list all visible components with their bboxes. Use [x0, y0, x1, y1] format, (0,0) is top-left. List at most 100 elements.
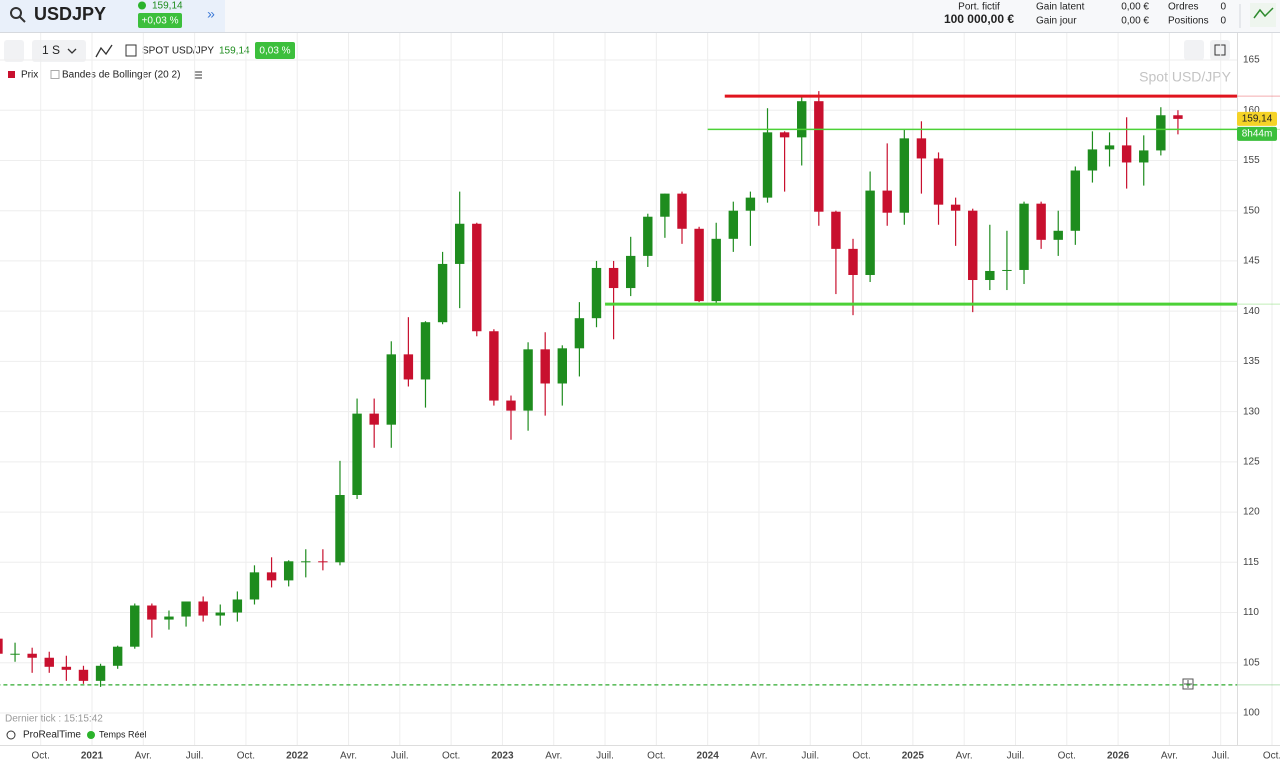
candle-body	[1121, 145, 1132, 163]
orders-value: 0	[1220, 2, 1226, 13]
period-select[interactable]	[32, 40, 86, 62]
y-tick-label: 125	[1243, 456, 1260, 467]
legend-swatch	[8, 71, 15, 78]
candle-body	[899, 138, 910, 213]
candle-body	[1053, 230, 1063, 240]
list-icon[interactable]	[194, 71, 202, 79]
portfolio-value: 100 000,00 €	[944, 12, 1014, 26]
timer-tag	[1237, 126, 1277, 141]
y-tick-label: 145	[1243, 256, 1260, 267]
axes: 1001051101151201251301351401451501551601…	[32, 55, 1280, 762]
candle-body	[147, 605, 157, 620]
candle-body	[711, 238, 721, 302]
maximize-button[interactable]	[1210, 40, 1230, 60]
candle-body	[985, 270, 995, 281]
candle-body	[1156, 115, 1166, 151]
search-icon[interactable]	[10, 7, 22, 19]
toolbar-price: 159,14	[219, 46, 250, 57]
y-tick-label: 140	[1243, 306, 1260, 317]
candle-body	[916, 138, 927, 159]
drag-handle[interactable]	[4, 40, 24, 62]
candle-body	[10, 653, 20, 655]
orders-label: Ordres	[1168, 2, 1199, 13]
x-tick-label: 2021	[81, 751, 104, 762]
legend-checkbox[interactable]	[50, 70, 60, 79]
candle-body	[728, 210, 739, 239]
symbol: USDJPY	[34, 4, 106, 24]
change: +0,03 %	[142, 16, 179, 27]
candle-body	[660, 193, 670, 217]
x-tick-label: Avr.	[1161, 751, 1178, 762]
x-tick-label: 2022	[286, 751, 309, 762]
candle-body	[1019, 203, 1029, 270]
candle-body	[540, 349, 550, 384]
candle-body	[762, 132, 773, 198]
candle-body	[283, 561, 294, 581]
candle-body	[27, 653, 37, 658]
candle-body	[369, 413, 379, 425]
candle-body	[1036, 203, 1046, 240]
x-tick-label: Juil.	[1212, 751, 1230, 762]
candle-body	[831, 211, 841, 249]
candle-body	[745, 197, 756, 211]
candle-body	[523, 349, 533, 411]
chart-button[interactable]	[1250, 3, 1276, 27]
x-tick-label: Juil.	[186, 751, 204, 762]
brand-icon	[6, 730, 16, 740]
last-tick: Dernier tick : 15:15:42	[5, 714, 103, 725]
info-icon[interactable]	[125, 44, 137, 57]
candle-body	[625, 255, 636, 289]
candle-body	[865, 190, 875, 275]
legend-entry[interactable]: Bandes de Bollinger (20 2)	[62, 70, 180, 81]
x-tick-label: 2026	[1107, 751, 1130, 762]
x-tick-label: Oct.	[852, 751, 870, 762]
candle-body	[198, 601, 208, 616]
daily-label: Gain jour	[1036, 16, 1077, 27]
x-tick-label: Oct.	[237, 751, 255, 762]
candle-body	[386, 354, 396, 425]
candle-body	[694, 228, 704, 302]
candle-body	[249, 572, 260, 600]
candle-body	[643, 216, 653, 256]
settings-button[interactable]	[1184, 40, 1204, 60]
candle-body	[950, 204, 961, 211]
candle-body	[557, 348, 567, 384]
y-tick-label: 160	[1243, 105, 1260, 116]
candle-body	[420, 322, 431, 380]
price: 159,14	[152, 1, 183, 12]
candle-body	[779, 132, 790, 138]
change-badge	[255, 42, 295, 59]
candle-body	[266, 572, 277, 581]
candle-body	[301, 561, 311, 563]
price-tag-label: 159,14	[1242, 114, 1273, 125]
candle-body	[848, 248, 858, 275]
change-badge	[138, 13, 182, 28]
feed-dot	[87, 731, 95, 739]
y-tick-label: 130	[1243, 406, 1260, 417]
candle-body	[130, 605, 140, 647]
x-tick-label: Juil.	[1007, 751, 1025, 762]
candle-body	[506, 400, 516, 411]
x-tick-label: Oct.	[647, 751, 665, 762]
search-box[interactable]	[0, 0, 225, 32]
legend-entry[interactable]: Prix	[21, 70, 38, 81]
unrealized-value: 0,00 €	[1121, 2, 1149, 13]
y-tick-label: 135	[1243, 356, 1260, 367]
status-dot	[138, 1, 146, 10]
x-tick-label: Oct.	[442, 751, 460, 762]
unrealized-label: Gain latent	[1036, 2, 1085, 13]
candle-body	[574, 318, 585, 349]
positions-label: Positions	[1168, 16, 1209, 27]
candle-body	[95, 665, 106, 681]
chart-type-button[interactable]	[95, 44, 113, 58]
positions-value: 0	[1220, 16, 1226, 27]
feed: Temps Réel	[99, 729, 147, 739]
expand-button[interactable]: »	[207, 6, 215, 22]
y-tick-label: 100	[1243, 708, 1260, 719]
candle-body	[608, 267, 619, 289]
x-tick-label: Avr.	[956, 751, 973, 762]
candle-body	[78, 669, 89, 681]
